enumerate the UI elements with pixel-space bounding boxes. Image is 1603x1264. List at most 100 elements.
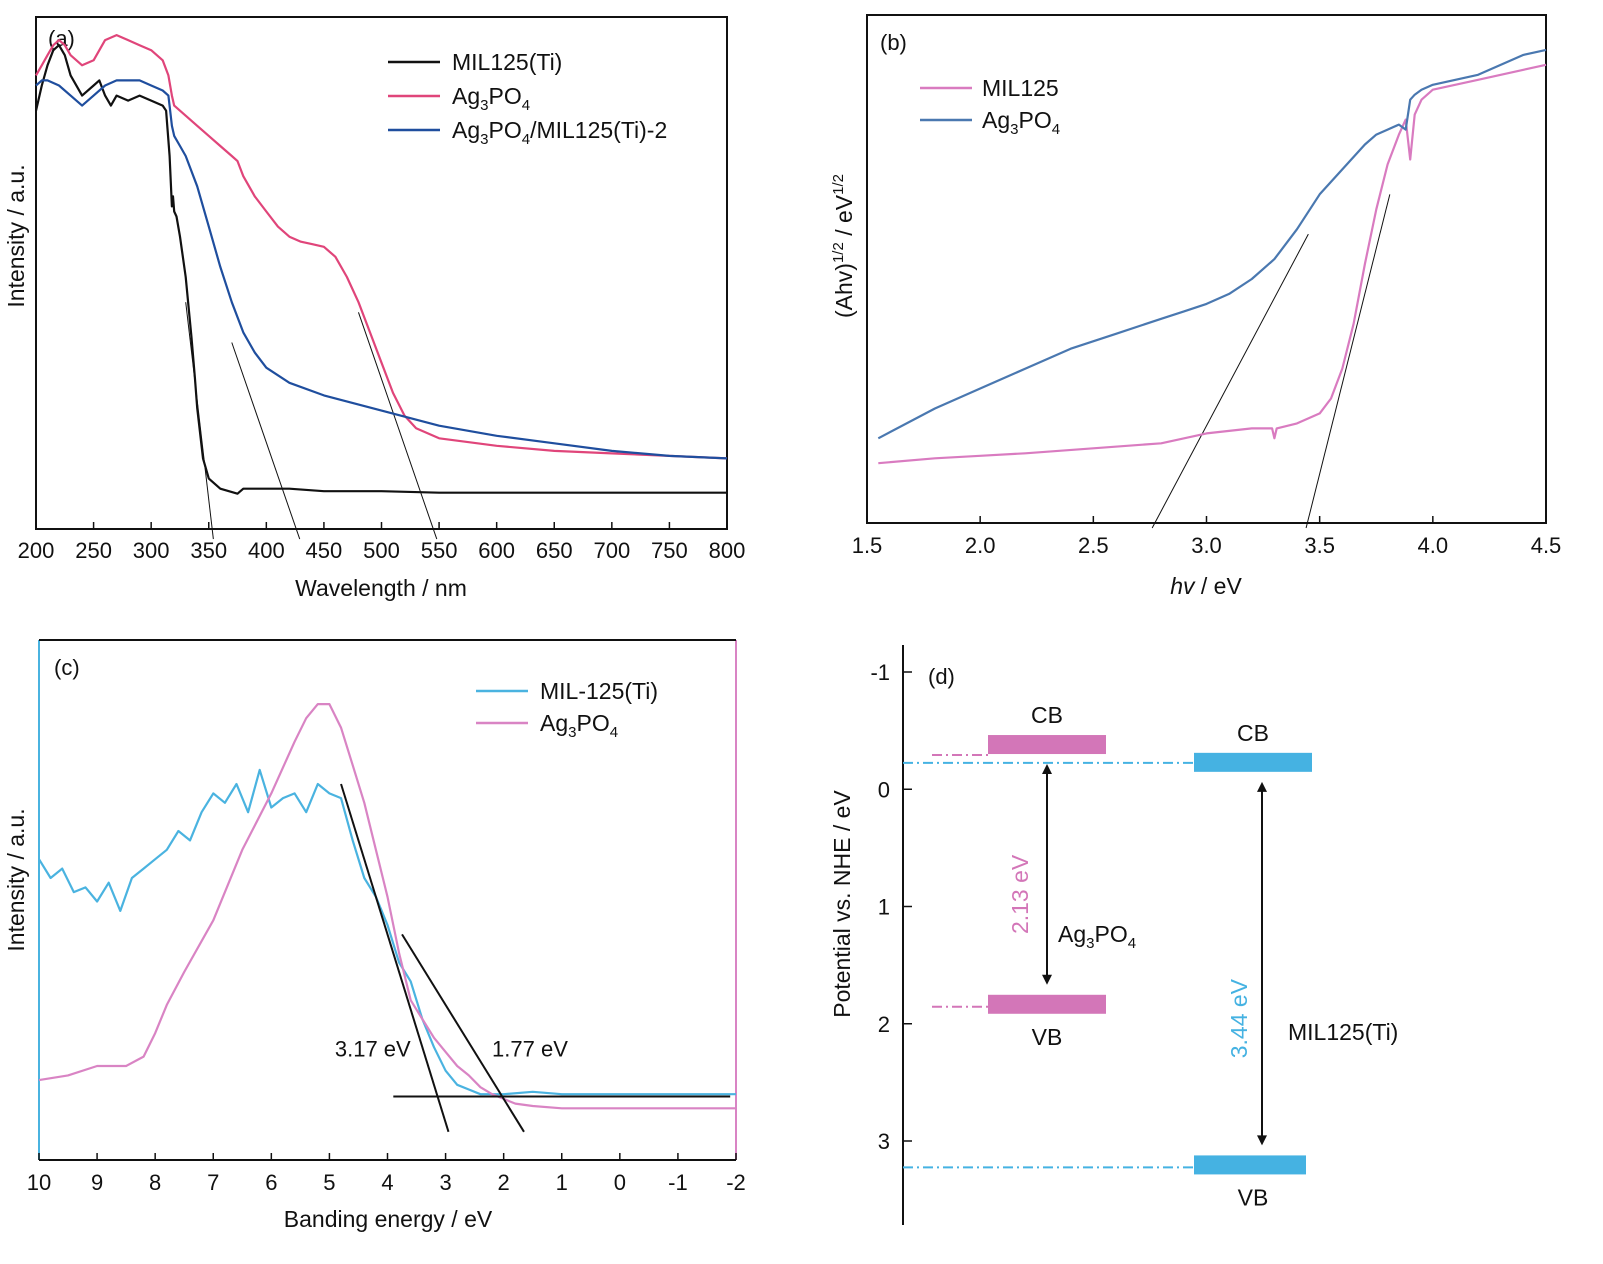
- x-tick-label: 4.0: [1418, 533, 1449, 558]
- x-tick-label: 500: [363, 538, 400, 563]
- x-tick-label: 8: [149, 1170, 161, 1195]
- panel-b-legend: MIL125 Ag3PO4: [920, 75, 1060, 138]
- mil125-ti-vb-bar: [1194, 1155, 1306, 1175]
- x-tick-label: -2: [726, 1170, 746, 1195]
- x-tick-label: 6: [265, 1170, 277, 1195]
- series-line-ag3po4: [38, 702, 736, 1110]
- x-tick-label: 750: [651, 538, 688, 563]
- series-line-ag3po4-mil125-ti-2: [35, 79, 728, 460]
- panel-a-series: [34, 33, 728, 495]
- tangent-line: [1305, 194, 1391, 529]
- series-line-mil-125-ti: [38, 768, 736, 1096]
- x-tick-label: 600: [478, 538, 515, 563]
- tangent-line: [401, 933, 525, 1133]
- series-line-ag3po4: [35, 33, 728, 460]
- tangent-line: [231, 342, 301, 540]
- x-tick-label: 3: [439, 1170, 451, 1195]
- legend-label-mil125ti: MIL125(Ti): [452, 49, 562, 75]
- panel-c-legend: MIL-125(Ti) Ag3PO4: [476, 678, 658, 741]
- x-tick-label: 800: [709, 538, 746, 563]
- panel-c-series: [38, 702, 736, 1110]
- y-tick-label: 0: [878, 777, 890, 802]
- panel-a-x-ticks: 200 250 300 350 400 450 500 550 600 650 700 750 800: [18, 522, 746, 563]
- y-tick-label: -1: [870, 660, 890, 685]
- mil125-ti-cb-bar: [1194, 752, 1312, 772]
- panel-b-y-axis-label: (Ahv)1/2 / eV1/2: [830, 174, 857, 318]
- x-tick-label: 0: [614, 1170, 626, 1195]
- x-tick-label: 700: [593, 538, 630, 563]
- legend-label-mil-125ti: MIL-125(Ti): [540, 678, 658, 704]
- x-tick-label: 2.0: [965, 533, 996, 558]
- x-tick-label: 9: [91, 1170, 103, 1195]
- panel-a-x-axis-label: Wavelength / nm: [295, 575, 467, 601]
- legend-label-ag3po4: Ag3PO4: [452, 83, 530, 114]
- panel-a-tangent-lines: [185, 302, 438, 540]
- arrowhead-up-icon: [1257, 781, 1267, 792]
- panel-c-annotations: 3.17 eV 1.77 eV: [335, 1037, 568, 1062]
- ag3po4-cb-bar: [988, 735, 1106, 755]
- x-tick-label: 300: [133, 538, 170, 563]
- panel-d-mil125-name: MIL125(Ti): [1288, 1019, 1398, 1045]
- x-tick-label: 2: [498, 1170, 510, 1195]
- tangent-line: [340, 783, 450, 1133]
- x-tick-label: 450: [306, 538, 343, 563]
- annotation-3-17-ev: 3.17 eV: [335, 1037, 411, 1062]
- panel-b-label: (b): [880, 30, 907, 55]
- x-tick-label: 10: [27, 1170, 51, 1195]
- panel-b-series: [877, 48, 1547, 465]
- panel-d-label: (d): [928, 664, 955, 689]
- series-line-mil125-ti: [34, 44, 727, 495]
- panel-c-y-axis-label: Intensity / a.u.: [3, 808, 29, 951]
- y-tick-label: 3: [878, 1129, 890, 1154]
- x-tick-label: 250: [75, 538, 112, 563]
- x-tick-label: 7: [207, 1170, 219, 1195]
- x-tick-label: 1: [556, 1170, 568, 1195]
- panel-a-legend: MIL125(Ti) Ag3PO4 Ag3PO4/MIL125(Ti)-2: [388, 49, 667, 148]
- x-tick-label: 2.5: [1078, 533, 1109, 558]
- panel-d-y-ticks: -1 0 1 2 3: [870, 660, 912, 1154]
- ag3po4-gap-label: 2.13 eV: [1007, 854, 1033, 934]
- panel-c-x-ticks: 10 9 8 7 6 5 4 3 2 1 0 -1 -2: [27, 1153, 746, 1195]
- panel-c: (c) 10 9 8 7 6 5 4 3 2 1 0 -1 -2 3.17 eV 1.77 eV Band…: [3, 639, 746, 1232]
- panel-d-bands: CB VB 2.13 eV CB VB 3.44 eV: [903, 702, 1312, 1210]
- panel-d: -1 0 1 2 3 (d) Potential vs. NHE / eV CB VB 2.…: [829, 645, 1398, 1225]
- panel-a-y-axis-label: Intensity / a.u.: [3, 164, 29, 307]
- x-tick-label: 200: [18, 538, 55, 563]
- x-tick-label: 550: [421, 538, 458, 563]
- arrowhead-up-icon: [1042, 764, 1052, 775]
- x-tick-label: 3.5: [1304, 533, 1335, 558]
- ag3po4-vb-bar: [988, 994, 1106, 1014]
- panel-c-tangent-lines: [340, 783, 731, 1133]
- panel-b-tangent-lines: [1151, 194, 1391, 529]
- legend-label-ag3po4-c: Ag3PO4: [540, 710, 618, 741]
- tangent-line: [357, 312, 438, 540]
- mil125-ti-vb-label: VB: [1238, 1184, 1269, 1210]
- y-tick-label: 1: [878, 895, 890, 920]
- arrowhead-down-icon: [1042, 974, 1052, 985]
- x-tick-label: 3.0: [1191, 533, 1222, 558]
- panel-d-y-axis-label: Potential vs. NHE / eV: [829, 790, 855, 1018]
- panel-c-x-axis-label: Banding energy / eV: [284, 1206, 493, 1232]
- panel-d-ag3po4-name: Ag3PO4: [1058, 921, 1136, 952]
- x-tick-label: 400: [248, 538, 285, 563]
- panel-b-x-ticks: 1.5 2.0 2.5 3.0 3.5 4.0 4.5: [852, 516, 1562, 558]
- panel-b-x-axis-label: hv / eV: [1170, 573, 1242, 599]
- series-line-ag3po4: [877, 48, 1547, 440]
- panel-b: (b) 1.5 2.0 2.5 3.0 3.5 4.0 4.5 hv / eV (Ahv)1…: [830, 14, 1562, 599]
- ag3po4-vb-label: VB: [1032, 1024, 1063, 1050]
- panel-a: (a) 200 250 300 350 400 450 500 550 600 650 700 750…: [3, 16, 746, 601]
- mil125-ti-cb-label: CB: [1237, 720, 1269, 746]
- ag3po4-cb-label: CB: [1031, 702, 1063, 728]
- arrowhead-down-icon: [1257, 1135, 1267, 1146]
- panel-b-frame: [866, 14, 1547, 524]
- panel-c-label: (c): [54, 655, 80, 680]
- x-tick-label: -1: [668, 1170, 688, 1195]
- x-tick-label: 4.5: [1531, 533, 1562, 558]
- x-tick-label: 5: [323, 1170, 335, 1195]
- annotation-1-77-ev: 1.77 eV: [492, 1037, 568, 1062]
- x-tick-label: 350: [190, 538, 227, 563]
- x-tick-label: 1.5: [852, 533, 883, 558]
- x-tick-label: 650: [536, 538, 573, 563]
- y-tick-label: 2: [878, 1012, 890, 1037]
